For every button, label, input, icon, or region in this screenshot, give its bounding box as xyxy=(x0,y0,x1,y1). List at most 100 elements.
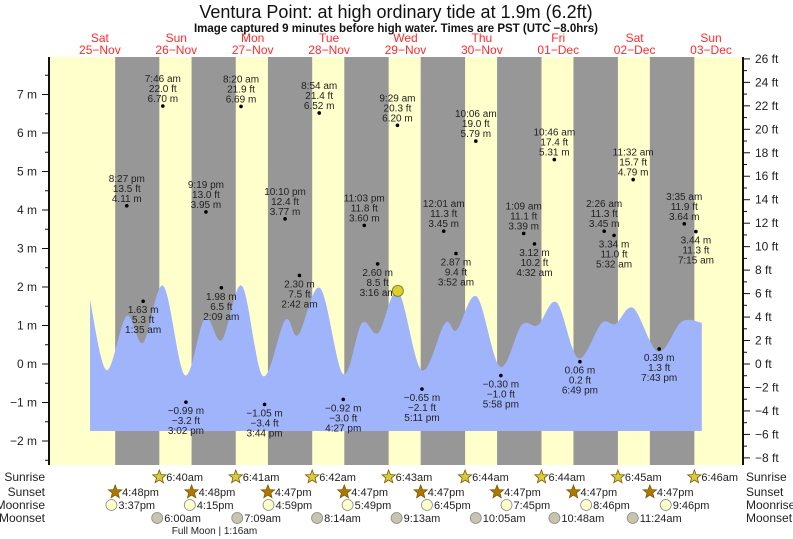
tide-event-feet: 11.9 ft xyxy=(671,202,698,213)
sunset-row-label: Sunset xyxy=(8,485,46,499)
moonset-time: 10:05am xyxy=(483,513,526,525)
day-label-dow: Mon xyxy=(241,31,264,45)
left-axis-tick-label: −2 m xyxy=(10,434,37,448)
moonset-time: 6:00am xyxy=(164,513,201,525)
tide-event-feet: 11.0 ft xyxy=(601,249,628,260)
right-axis-tick-label: −8 ft xyxy=(755,451,779,465)
sunset-icon xyxy=(565,483,582,499)
day-label-date: 29−Nov xyxy=(385,43,427,57)
moonset-icon xyxy=(626,512,639,524)
moonset-icon xyxy=(548,512,561,524)
tide-event-time: 5:32 am xyxy=(596,259,632,270)
day-label-date: 03−Dec xyxy=(690,43,732,57)
moonrise-time: 4:15pm xyxy=(197,500,234,512)
tide-event-time: 2:26 am xyxy=(586,199,622,210)
tide-event-meters: 6.20 m xyxy=(382,113,413,124)
tide-event-point xyxy=(204,210,208,214)
tide-event-meters: 1.63 m xyxy=(128,305,159,316)
moonset-time: 10:48am xyxy=(561,513,604,525)
right-axis-tick-label: 16 ft xyxy=(755,169,779,183)
chart-subtitle: Image captured 9 minutes before high wat… xyxy=(194,23,598,35)
tide-event-meters: −0.30 m xyxy=(483,380,519,391)
tide-event-point xyxy=(395,123,400,128)
right-axis-tick-label: −2 ft xyxy=(755,380,779,394)
moonrise-icon xyxy=(500,499,513,511)
tide-event-feet: 11.8 ft xyxy=(351,203,378,214)
sunrise-time: 6:44am xyxy=(548,472,585,484)
tide-event-time: 10:06 am xyxy=(455,109,497,120)
tide-event-feet: −1.0 ft xyxy=(487,390,515,401)
tide-event-time: 9:19 pm xyxy=(188,180,224,191)
left-axis-tick-label: 4 m xyxy=(17,203,37,217)
tide-event-point xyxy=(454,251,458,256)
moonset-icon xyxy=(469,512,482,524)
sunset-time: 4:47pm xyxy=(428,487,465,499)
tide-event-feet: 10.2 ft xyxy=(521,258,549,269)
tide-event-meters: 3.45 m xyxy=(428,219,459,230)
tide-event-time: 4:32 am xyxy=(516,268,552,279)
moonset-row-label-right: Moonset xyxy=(746,511,793,525)
tide-event-time: 3:44 pm xyxy=(246,428,282,439)
tide-event-point xyxy=(694,229,698,234)
tide-event-time: 3:02 pm xyxy=(168,426,204,437)
tide-event-point xyxy=(375,262,380,266)
tide-event-time: 11:32 am xyxy=(613,148,654,159)
tide-event-time: 2:42 am xyxy=(281,299,317,310)
tide-event-time: 3:16 am xyxy=(360,288,396,299)
tide-event-meters: −1.05 m xyxy=(246,408,282,419)
moonrise-time: 6:45pm xyxy=(434,500,471,512)
sunrise-icon xyxy=(610,468,626,484)
tide-event-time: 1:09 am xyxy=(506,201,542,212)
sunrise-icon xyxy=(151,468,168,484)
tide-event-point xyxy=(184,400,188,404)
tide-event-feet: 6.5 ft xyxy=(210,302,232,313)
moonrise-row-label: Moonrise xyxy=(0,498,45,512)
tide-event-feet: 12.4 ft xyxy=(271,197,299,208)
tide-event-feet: −3.2 ft xyxy=(172,416,200,427)
tide-event-meters: 3.64 m xyxy=(669,212,700,223)
sunrise-icon xyxy=(228,468,244,484)
sunset-icon xyxy=(260,483,276,499)
tide-event-feet: 13.0 ft xyxy=(192,190,220,201)
tide-event-meters: 3.34 m xyxy=(599,239,630,250)
moonrise-icon xyxy=(262,499,275,511)
tide-event-point xyxy=(499,373,503,378)
tide-event-point xyxy=(219,285,224,290)
tide-event-meters: 3.95 m xyxy=(191,200,222,211)
moonset-icon xyxy=(390,512,403,524)
tide-event-feet: 7.5 ft xyxy=(288,289,310,300)
right-axis-tick-label: 2 ft xyxy=(755,334,772,348)
right-axis-tick-label: 12 ft xyxy=(755,216,779,230)
tide-event-point xyxy=(631,177,635,182)
day-label-dow: Sat xyxy=(626,31,645,45)
tide-event-point xyxy=(474,139,478,143)
tide-event-feet: 15.7 ft xyxy=(619,158,647,169)
day-label-date: 01−Dec xyxy=(537,43,579,57)
tide-event-time: 6:49 pm xyxy=(562,386,598,397)
tide-event-time: 10:46 am xyxy=(533,128,575,139)
tide-event-point xyxy=(341,397,346,402)
tide-event-feet: 21.9 ft xyxy=(227,84,255,95)
tide-event-point xyxy=(441,229,446,233)
moonrise-icon xyxy=(105,499,118,511)
tide-event-feet: 11.3 ft xyxy=(430,209,457,220)
right-axis-tick-label: 26 ft xyxy=(755,52,779,66)
sunset-time: 4:47pm xyxy=(657,487,694,499)
tide-event-meters: 3.45 m xyxy=(589,219,620,230)
tide-event-meters: −0.99 m xyxy=(168,406,204,417)
sunrise-icon xyxy=(533,468,550,484)
tide-event-time: 12:01 am xyxy=(423,199,465,210)
day-label-date: 25−Nov xyxy=(79,43,121,57)
tide-event-time: 4:27 pm xyxy=(325,423,361,434)
moonrise-icon xyxy=(580,499,593,511)
tide-event-meters: 2.30 m xyxy=(284,279,315,290)
moonset-icon xyxy=(231,512,244,524)
tide-event-meters: 0.39 m xyxy=(644,353,675,364)
left-axis-tick-label: 3 m xyxy=(17,242,37,256)
tide-event-meters: 3.12 m xyxy=(519,248,550,259)
tide-event-feet: 20.3 ft xyxy=(384,103,412,114)
moonrise-time: 4:59pm xyxy=(276,500,313,512)
tide-event-point xyxy=(682,222,687,226)
tide-event-feet: 8.5 ft xyxy=(367,278,389,289)
